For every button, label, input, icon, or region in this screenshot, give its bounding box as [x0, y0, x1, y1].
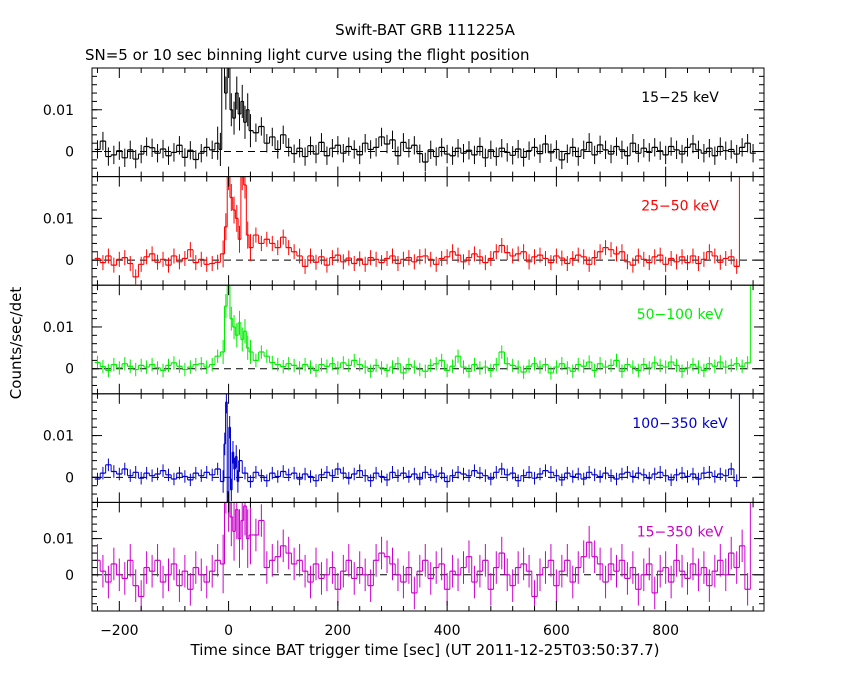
panel-frame	[91, 176, 765, 286]
y-tick-label: 0.01	[43, 429, 74, 445]
panel-3: 0 0.01 50−100 keV	[43, 284, 765, 395]
x-tick-label: 200	[324, 623, 351, 639]
chart-title: Swift-BAT GRB 111225A	[335, 21, 515, 39]
y-tick-label: 0.01	[43, 320, 74, 336]
y-tick-label: 0	[65, 568, 74, 584]
y-tick-label: 0	[65, 145, 74, 161]
x-tick-label: −200	[100, 623, 138, 639]
panel-4: 0 0.01 100−350 keV	[43, 393, 765, 503]
y-tick-label: 0	[65, 362, 74, 378]
y-tick-label: 0.01	[43, 532, 74, 548]
band-label: 100−350 keV	[632, 416, 728, 432]
panel-5: 0 0.01 15−350 keV	[43, 501, 765, 612]
band-label: 15−25 keV	[641, 90, 719, 106]
x-tick-label: 800	[652, 623, 679, 639]
series-15-350 keV	[94, 502, 751, 611]
x-tick-label: 400	[434, 623, 461, 639]
panel-frame	[91, 501, 765, 612]
panel-2: 0 0.01 25−50 keV	[43, 176, 765, 286]
y-axis-label: Counts/sec/det	[7, 287, 25, 400]
series-15-25 keV	[94, 68, 756, 172]
panel-frame	[91, 284, 765, 395]
y-tick-label: 0.01	[43, 211, 74, 227]
series-25-50 keV	[94, 176, 740, 285]
y-tick-label: 0.01	[43, 103, 74, 119]
band-label: 25−50 keV	[641, 199, 719, 215]
chart-subtitle: SN=5 or 10 sec binning light curve using…	[85, 46, 530, 64]
panel-frame	[91, 393, 765, 503]
series-50-100 keV	[94, 285, 751, 380]
x-tick-label: 0	[224, 623, 233, 639]
x-axis-label: Time since BAT trigger time [sec] (UT 20…	[190, 641, 660, 659]
band-label: 15−350 keV	[637, 524, 724, 540]
y-tick-label: 0	[65, 470, 74, 486]
series-100-350 keV	[94, 393, 740, 503]
band-label: 50−100 keV	[637, 307, 724, 323]
y-tick-label: 0	[65, 253, 74, 269]
panel-1: 0 0.01 15−25 keV	[43, 67, 765, 178]
x-tick-label: 600	[543, 623, 570, 639]
panels-group: 0 0.01 15−25 keV 0 0.01 25−50 keV 0 0.01 50−100 …	[43, 67, 765, 639]
